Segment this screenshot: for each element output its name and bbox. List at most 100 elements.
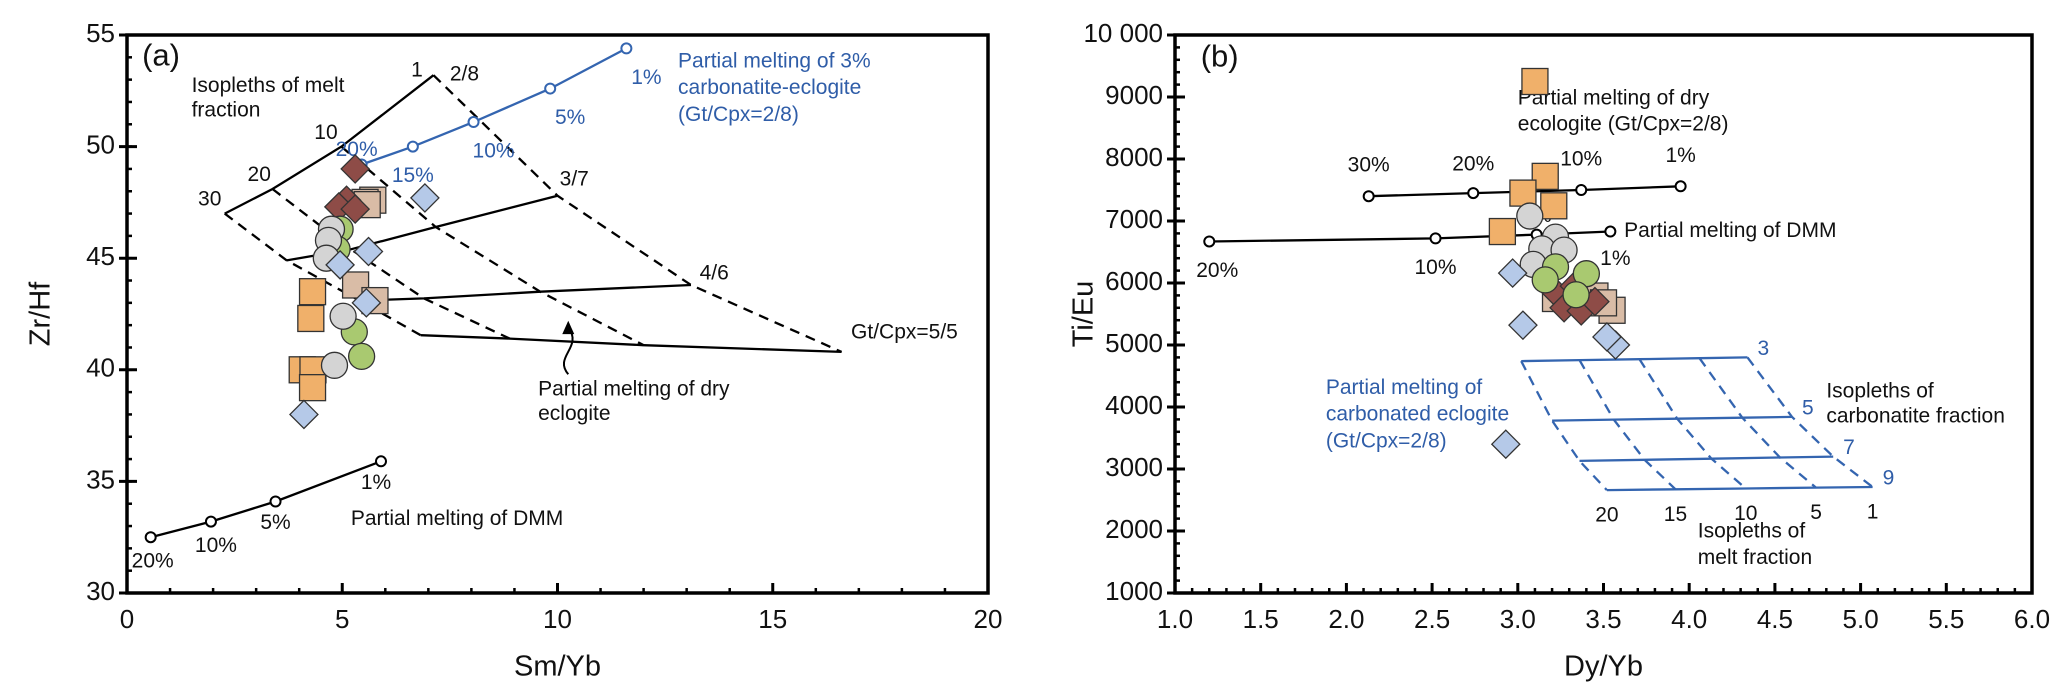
y-tick-label: 45 xyxy=(86,241,115,271)
dmm-point xyxy=(204,515,217,528)
x-tick-label: 5 xyxy=(335,604,349,634)
x-tick-label: 6.0 xyxy=(2014,604,2050,634)
x-axis-title: Sm/Yb xyxy=(514,651,601,683)
gt-cpx-label: Gt/Cpx=5/5 xyxy=(851,321,958,344)
data-point-circle xyxy=(347,342,376,371)
x-tick-label: 20 xyxy=(974,604,1003,634)
x-tick-label: 1.0 xyxy=(1157,604,1193,634)
carbonatite-eclogite-point xyxy=(406,140,419,153)
x-tick-label: 1.5 xyxy=(1243,604,1279,634)
dry-eclogite-label: Partial melting of dry xyxy=(1518,86,1710,109)
dry-eclogite-label: Partial melting of dry xyxy=(538,377,730,400)
dry-eclogite-point-label: 10% xyxy=(1560,148,1602,171)
data-point-diamond xyxy=(1508,310,1538,341)
data-point-diamond xyxy=(1490,429,1521,460)
data-point-diamond xyxy=(409,183,440,213)
carbonatite-eclogite-point xyxy=(620,42,633,55)
carbonatite-fraction-label: 7 xyxy=(1843,436,1855,459)
carbonatite-eclogite-point-label: 5% xyxy=(555,106,585,129)
y-tick-label: 1000 xyxy=(1105,576,1163,606)
dry-eclogite-label: eclogite xyxy=(538,402,610,425)
dmm-point xyxy=(269,495,282,508)
melt-fraction-label: 1 xyxy=(1867,501,1879,524)
data-point-square xyxy=(1509,179,1537,207)
melt-fraction-label: 20 xyxy=(248,163,271,186)
melt-fraction-isopleth xyxy=(1746,356,1874,488)
melt-isopleth-label: Isopleths of xyxy=(1698,519,1806,542)
carbonatite-eclogite-point xyxy=(467,116,480,129)
data-point-circle xyxy=(329,302,357,330)
gt-cpx-line xyxy=(359,283,692,302)
carbonatite-fraction-isopleth xyxy=(1552,415,1793,422)
carbonatite-fraction-label: 3 xyxy=(1757,337,1769,360)
y-tick-label: 30 xyxy=(86,576,115,606)
dry-eclogite-point-label: 30% xyxy=(1348,154,1390,177)
carbonatite-eclogite-point xyxy=(544,82,557,95)
x-tick-label: 3.0 xyxy=(1500,604,1536,634)
dmm-point xyxy=(144,531,157,544)
melt-fraction-label: 30 xyxy=(198,188,221,211)
carbonatite-eclogite-point-label: 1% xyxy=(631,66,661,89)
y-tick-label: 3000 xyxy=(1105,452,1163,482)
melt-fraction-label: 10 xyxy=(314,121,337,144)
x-tick-label: 5.0 xyxy=(1843,604,1879,634)
y-tick-label: 40 xyxy=(86,353,115,383)
x-tick-label: 2.0 xyxy=(1328,604,1364,634)
x-tick-label: 5.5 xyxy=(1928,604,1964,634)
data-point-diamond xyxy=(289,399,319,430)
gt-cpx-line xyxy=(420,334,842,354)
dmm-label: Partial melting of DMM xyxy=(351,507,563,530)
data-point-diamond xyxy=(351,287,382,318)
x-tick-label: 2.5 xyxy=(1414,604,1450,634)
carbonatite-isopleth-label: Isopleths of xyxy=(1826,380,1934,403)
carbonatite-eclogite-title: (Gt/Cpx=2/8) xyxy=(678,103,799,126)
melt-fraction-label: 20 xyxy=(1595,504,1618,527)
melt-fraction-isopleth xyxy=(1638,358,1747,490)
melt-fraction-label: 5 xyxy=(1810,501,1822,524)
dmm-point xyxy=(1429,232,1442,245)
dry-eclogite-point xyxy=(1362,190,1375,203)
isopleth-label: fraction xyxy=(192,98,261,121)
dmm-point-label: 5% xyxy=(260,511,290,534)
data-point-diamond xyxy=(340,194,371,225)
melt-fraction-isopleth xyxy=(1520,360,1608,491)
y-tick-label: 5000 xyxy=(1105,328,1163,358)
data-point-square xyxy=(298,278,327,306)
dmm-line xyxy=(150,460,382,539)
carbonatite-fraction-isopleth xyxy=(1579,455,1834,463)
x-axis-title: Dy/Yb xyxy=(1564,651,1643,683)
y-tick-label: 9000 xyxy=(1105,80,1163,110)
data-point-square xyxy=(1521,67,1549,96)
dmm-point-label: 1% xyxy=(1600,247,1630,270)
melt-fraction-isopleth xyxy=(1578,359,1677,491)
y-tick-label: 4000 xyxy=(1105,390,1163,420)
dry-eclogite-point xyxy=(1674,180,1687,193)
data-point-diamond xyxy=(325,249,356,280)
panel-label: (a) xyxy=(142,38,180,73)
y-tick-label: 55 xyxy=(86,18,115,48)
x-tick-label: 10 xyxy=(543,604,572,634)
gt-cpx-label: 2/8 xyxy=(450,63,479,86)
gt-cpx-label: 4/6 xyxy=(700,261,729,284)
carbonatite-eclogite-point-label: 20% xyxy=(336,138,378,161)
dry-eclogite-label: ecologite (Gt/Cpx=2/8) xyxy=(1518,112,1729,135)
carbonatite-fraction-label: 9 xyxy=(1883,467,1895,490)
melt-fraction-label: 10 xyxy=(1734,502,1757,525)
dmm-line xyxy=(1209,230,1611,243)
data-point-diamond xyxy=(353,236,384,267)
dmm-point xyxy=(1203,235,1216,248)
carbonatite-eclogite-title: Partial melting of 3% xyxy=(678,49,871,72)
y-tick-label: 2000 xyxy=(1105,514,1163,544)
carbonatite-isopleth-label: carbonatite fraction xyxy=(1826,404,2005,427)
melt-fraction-label: 1 xyxy=(411,58,423,81)
dmm-point-label: 20% xyxy=(1196,259,1238,282)
dmm-point xyxy=(1604,225,1617,238)
isopleth-label: Isopleths of melt xyxy=(192,74,345,97)
dmm-point xyxy=(374,455,387,468)
y-tick-label: 7000 xyxy=(1105,204,1163,234)
melt-fraction-label: 15 xyxy=(1664,503,1687,526)
melt-fraction-isopleth xyxy=(271,188,511,340)
carbonatite-fraction-isopleth xyxy=(1606,485,1873,492)
data-point-square xyxy=(298,374,327,402)
panel-b-ti-eu-vs-dy-yb: 1.0 1.5 2.0 2.5 3.0 3.5 4.0 4.5 5.0 5.5 6.0 1000 200… xyxy=(1068,18,2050,683)
